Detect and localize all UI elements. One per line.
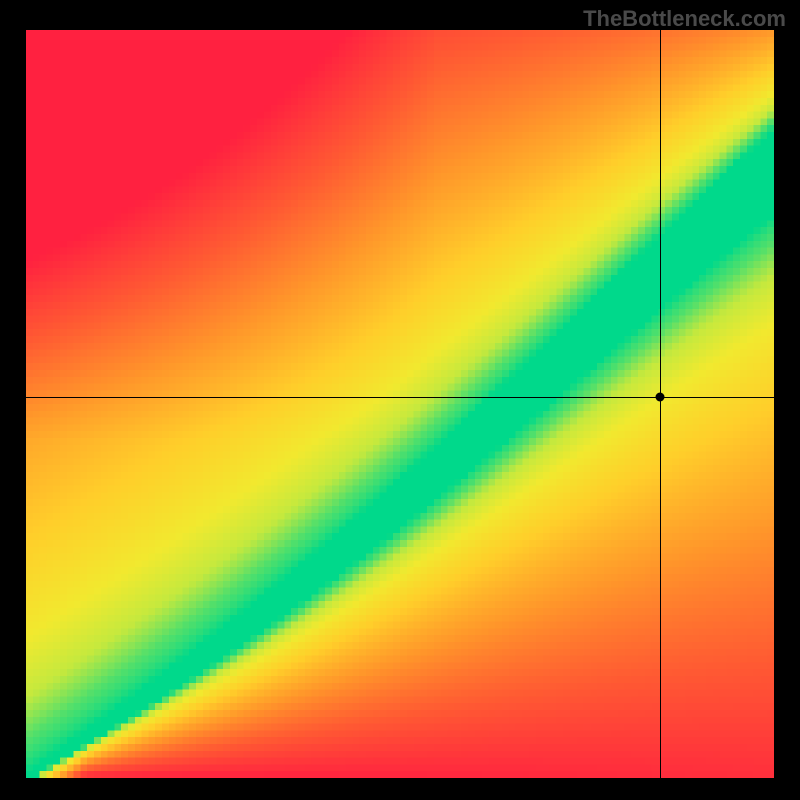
crosshair-dot <box>655 392 664 401</box>
watermark-text: TheBottleneck.com <box>583 6 786 32</box>
heatmap-plot <box>26 30 774 778</box>
chart-container: TheBottleneck.com <box>0 0 800 800</box>
heatmap-canvas <box>26 30 774 778</box>
crosshair-vertical <box>660 30 661 778</box>
